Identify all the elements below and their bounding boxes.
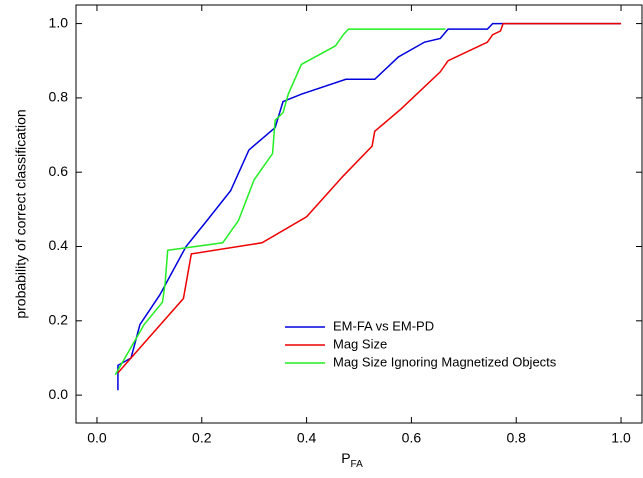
x-tick-label: 1.0 xyxy=(611,430,631,446)
x-axis-label-main: P xyxy=(341,450,350,466)
x-tick-label: 0.6 xyxy=(402,430,422,446)
y-tick-label: 1.0 xyxy=(49,14,69,30)
legend-label: Mag Size Ignoring Magnetized Objects xyxy=(333,354,557,369)
y-tick-label: 0.2 xyxy=(49,312,69,328)
y-axis-label: probability of correct classification xyxy=(13,109,29,318)
x-tick-label: 0.2 xyxy=(192,430,212,446)
legend-label: Mag Size xyxy=(333,336,387,351)
series-line xyxy=(117,22,622,391)
legend-label: EM-FA vs EM-PD xyxy=(333,318,434,333)
x-tick-label: 0.0 xyxy=(87,430,107,446)
y-tick-label: 0.4 xyxy=(49,237,69,253)
x-tick-label: 0.8 xyxy=(506,430,526,446)
x-axis-label: PFA xyxy=(341,450,363,470)
y-tick-label: 0.0 xyxy=(49,386,69,402)
x-axis-label-sub: FA xyxy=(351,459,364,470)
series-line xyxy=(117,22,622,374)
series-line xyxy=(114,28,446,376)
y-tick-label: 0.6 xyxy=(49,163,69,179)
x-tick-label: 0.4 xyxy=(297,430,317,446)
plot-frame xyxy=(75,4,643,424)
y-tick-label: 0.8 xyxy=(49,89,69,105)
